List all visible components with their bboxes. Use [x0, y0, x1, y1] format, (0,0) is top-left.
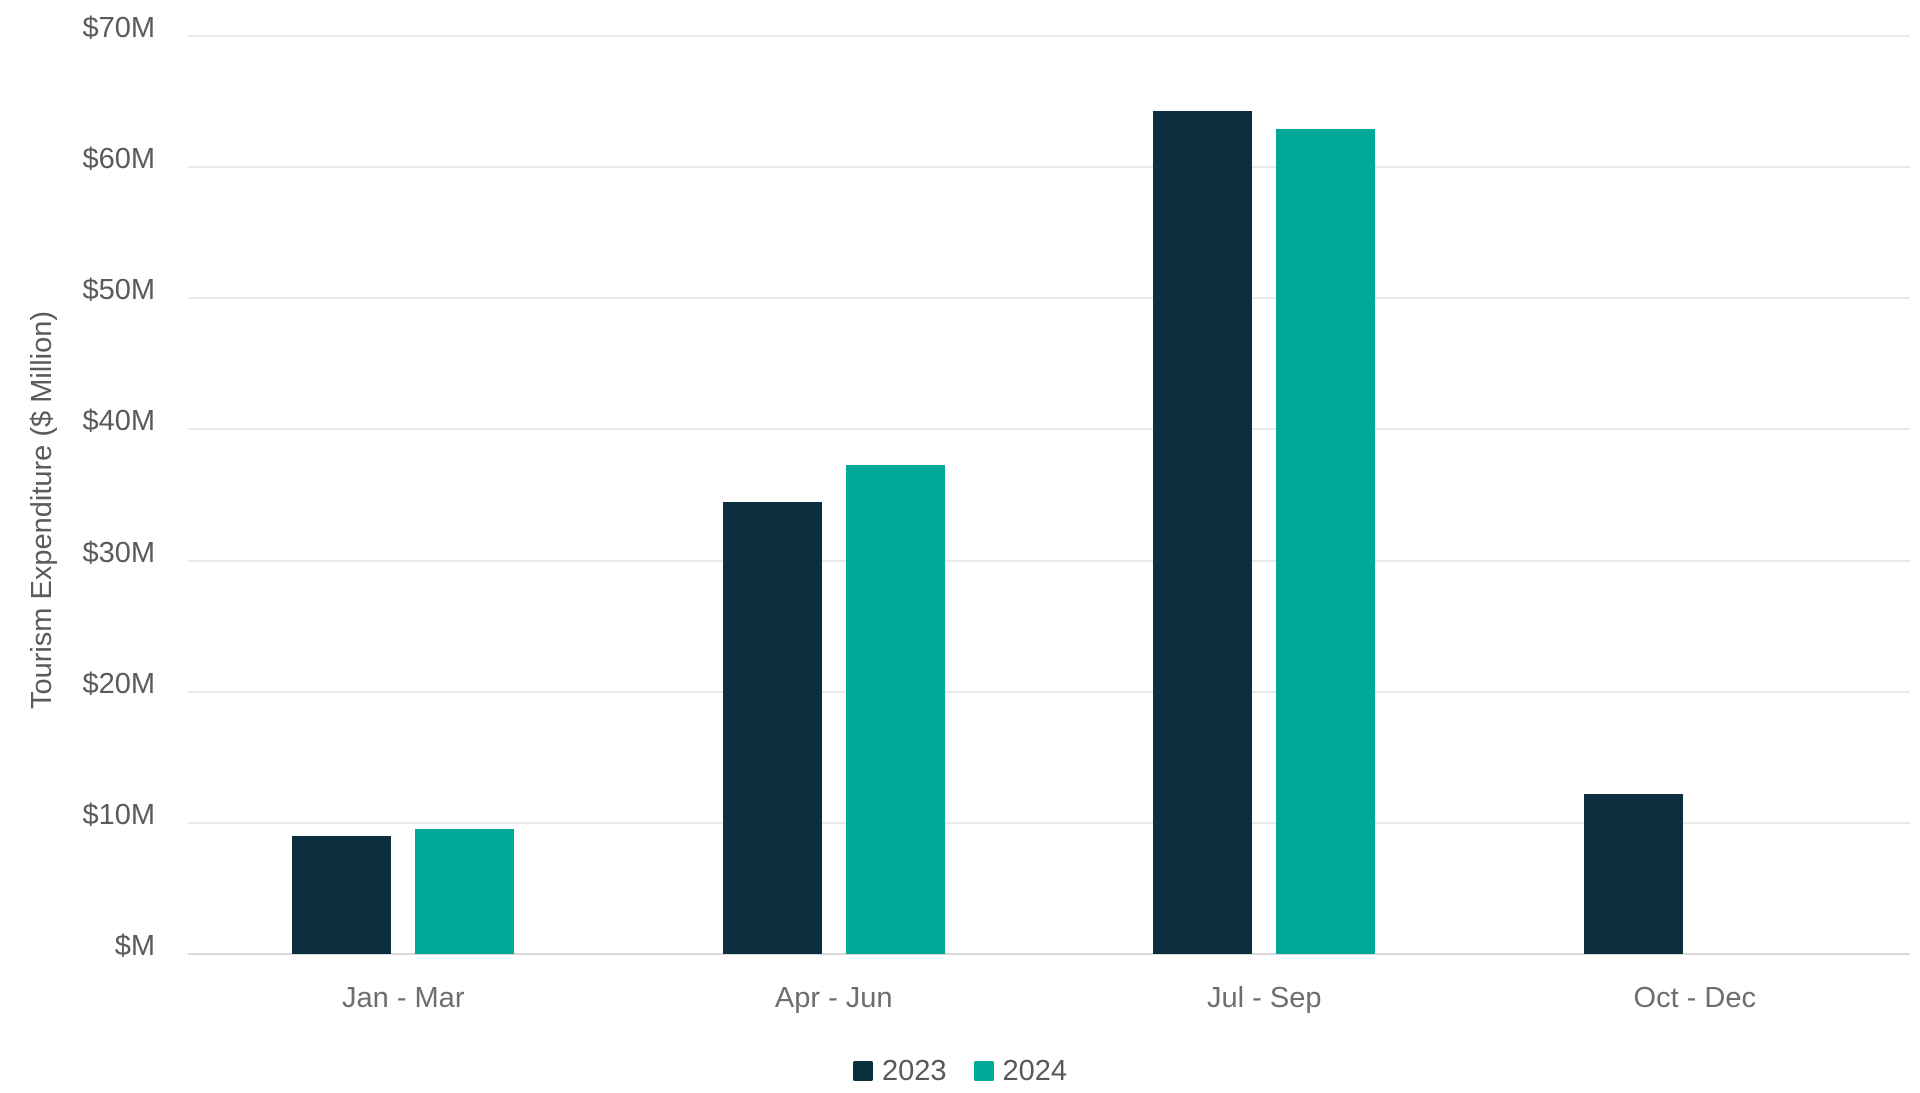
gridline-70m	[188, 35, 1910, 37]
xtick-label-jan-mar: Jan - Mar	[342, 982, 465, 1014]
ytick-label-40m: $40M	[82, 405, 155, 438]
legend-swatch-2023	[852, 1061, 873, 1081]
ytick-label-m: $M	[114, 930, 155, 962]
legend-item-2023[interactable]: 2023	[852, 1054, 947, 1088]
xtick-label-apr-jun: Apr - Jun	[774, 982, 893, 1014]
ytick-label-10m: $10M	[82, 798, 155, 831]
ytick-label-20m: $20M	[82, 667, 155, 700]
gridline-40m	[188, 428, 1910, 431]
gridline-50m	[188, 297, 1910, 300]
legend-label-2023: 2023	[881, 1054, 947, 1087]
gridline-60m	[188, 166, 1910, 169]
bar-2024-jan-mar	[415, 829, 515, 954]
gridline-10m	[188, 821, 1910, 824]
legend-label-2024: 2024	[1002, 1054, 1068, 1087]
ytick-label-50m: $50M	[82, 274, 155, 307]
x-axis-line	[188, 953, 1910, 955]
legend-item-2024[interactable]: 2024	[973, 1054, 1068, 1088]
bar-2023-apr-jun	[722, 501, 822, 954]
ytick-label-60m: $60M	[82, 143, 155, 176]
bar-2023-oct-dec	[1583, 794, 1683, 954]
ytick-label-70m: $70M	[82, 12, 155, 44]
bar-2024-jul-sep	[1276, 129, 1376, 954]
xtick-label-jul-sep: Jul - Sep	[1207, 982, 1322, 1014]
bar-2023-jul-sep	[1153, 110, 1253, 954]
xtick-label-oct-dec: Oct - Dec	[1633, 982, 1756, 1014]
ytick-label-30m: $30M	[82, 536, 155, 569]
bar-2023-jan-mar	[292, 835, 392, 954]
legend: 2023 2024	[0, 1049, 1920, 1093]
legend-swatch-2024	[973, 1061, 994, 1081]
gridline-20m	[188, 690, 1910, 693]
bar-2024-apr-jun	[845, 464, 945, 954]
gridline-30m	[188, 559, 1910, 562]
